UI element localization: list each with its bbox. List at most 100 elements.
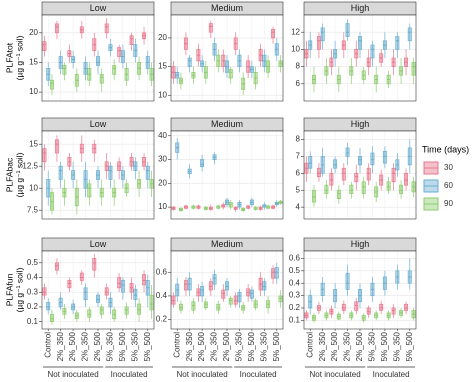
box (208, 23, 213, 33)
box (311, 189, 316, 203)
y-tick-label: 0.6 (156, 267, 168, 276)
box (42, 41, 47, 51)
group-label: Inoculated (111, 370, 148, 379)
box (191, 301, 196, 311)
box (108, 165, 113, 180)
x-tick-label: 2%_350 (81, 331, 90, 361)
box (233, 295, 238, 305)
x-tick-label: 2%_350 (185, 331, 194, 361)
box (391, 167, 396, 183)
box (354, 172, 359, 183)
y-tick-label: 15 (29, 139, 38, 148)
box (274, 267, 279, 279)
box (404, 303, 409, 311)
box (379, 303, 384, 311)
box (345, 147, 350, 157)
x-tick-label: 5%_350 (259, 331, 268, 361)
box (324, 184, 329, 194)
box (386, 181, 391, 191)
y-tick-label: 40 (158, 131, 167, 140)
strip-label: Medium (211, 239, 243, 249)
y-tick-label: 20 (158, 178, 167, 187)
y-axis-title: PLFAtot (4, 42, 14, 73)
box (200, 159, 205, 168)
y-axis-title: (µg g⁻¹ soil) (14, 152, 24, 197)
x-tick-label: 2%_500 (355, 331, 364, 361)
box (99, 306, 104, 315)
box (145, 165, 150, 180)
box (336, 189, 341, 200)
box (49, 313, 54, 322)
box (117, 277, 122, 289)
box (308, 156, 313, 169)
box (354, 301, 359, 311)
box (411, 61, 416, 76)
legend-label: 60 (444, 181, 453, 190)
strip-label: Medium (211, 3, 243, 13)
box (142, 274, 147, 286)
y-tick-label: 15 (29, 58, 38, 67)
box (208, 281, 213, 291)
box (46, 302, 51, 311)
box (407, 27, 412, 42)
y-tick-label: 0.4 (156, 291, 168, 300)
box (149, 294, 154, 311)
box (96, 294, 100, 303)
strip-label: Low (90, 3, 107, 13)
y-tick-label: 0.3 (27, 287, 39, 296)
x-tick-label: 5%_500 (247, 331, 256, 361)
y-axis-title: (µg g⁻¹ soil) (14, 35, 24, 80)
x-tick-label: 5%_350 (106, 331, 115, 361)
x-tick-label: 5%_500 (272, 331, 281, 361)
box (262, 281, 267, 291)
box (366, 167, 371, 181)
box (382, 150, 387, 164)
box (333, 159, 338, 169)
box (200, 286, 205, 297)
box (341, 167, 346, 181)
y-tick-label: 10 (158, 202, 167, 211)
y-tick-label: 0.2 (289, 303, 301, 312)
box (395, 36, 400, 50)
y-tick-label: 4 (296, 202, 301, 211)
x-tick-label: 2%_500 (68, 331, 77, 361)
box (42, 287, 47, 296)
strip-label: Medium (211, 119, 243, 129)
x-tick-label: 5%_350 (392, 331, 401, 361)
y-tick-label: 20 (29, 28, 38, 37)
box (316, 167, 321, 178)
y-tick-label: 12 (291, 27, 300, 36)
box (54, 262, 59, 271)
y-tick-label: 0.2 (27, 302, 39, 311)
box (49, 79, 54, 90)
box (329, 172, 334, 186)
box (117, 47, 122, 57)
y-tick-label: 15 (158, 62, 167, 71)
group-label: Not inoculated (177, 370, 228, 379)
box (228, 69, 233, 79)
box (345, 272, 350, 290)
box (345, 23, 350, 37)
y-tick-label: 7.5 (27, 205, 39, 214)
box (366, 307, 371, 315)
y-tick-label: 6 (296, 79, 301, 88)
box (104, 287, 109, 296)
x-tick-label: 2%_350 (56, 331, 65, 361)
box (87, 183, 92, 198)
box (79, 272, 84, 281)
x-tick-label: 2%_350 (318, 331, 327, 361)
panel-border (170, 130, 284, 220)
y-tick-label: 10 (29, 87, 38, 96)
group-label: Not inoculated (310, 370, 361, 379)
y-tick-label: 12.5 (22, 161, 38, 170)
group-label: Not inoculated (48, 370, 99, 379)
box (120, 280, 125, 293)
y-tick-label: 0.5 (289, 266, 301, 275)
box (203, 301, 208, 309)
box (87, 309, 92, 318)
y-tick-label: 10 (158, 90, 167, 99)
legend-label: 90 (444, 199, 453, 208)
box (320, 27, 325, 42)
box (404, 172, 409, 186)
